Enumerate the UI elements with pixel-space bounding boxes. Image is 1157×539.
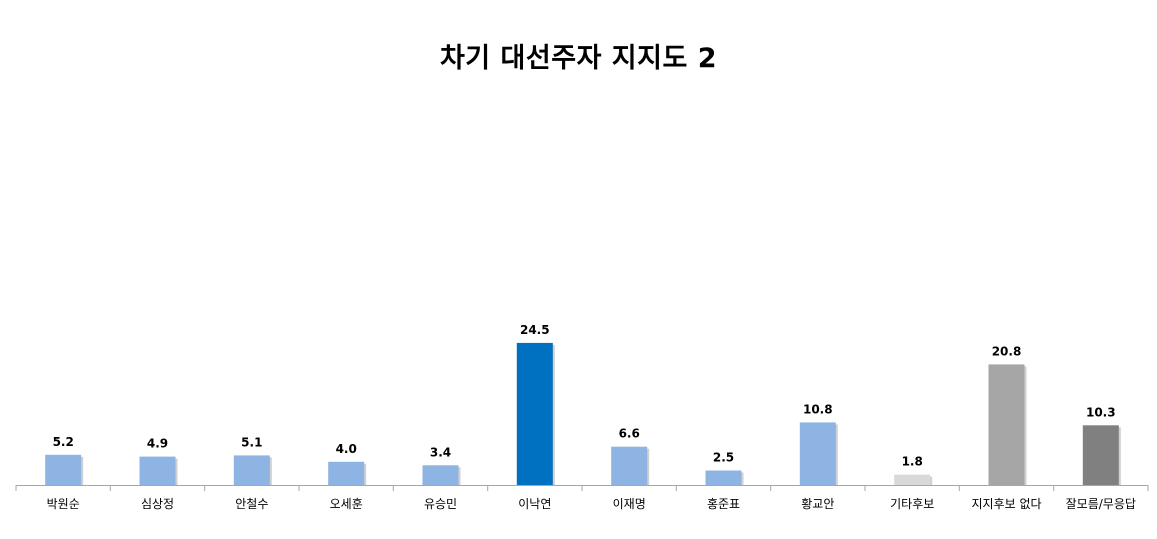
category-label: 심상정 <box>141 497 174 511</box>
bar-5 <box>422 465 459 485</box>
bar-6 <box>516 342 553 485</box>
value-label: 10.8 <box>803 402 833 416</box>
bar-9 <box>799 422 836 485</box>
category-label: 홍준표 <box>707 497 740 511</box>
value-label: 2.5 <box>713 451 734 465</box>
value-label: 10.3 <box>1086 405 1116 419</box>
bar-4 <box>328 461 365 485</box>
bar-1 <box>45 454 82 485</box>
bar-10 <box>894 474 931 485</box>
bar-3 <box>233 455 270 485</box>
value-label: 4.0 <box>336 442 357 456</box>
bar-11 <box>988 364 1025 485</box>
value-label: 1.8 <box>902 455 923 469</box>
value-label: 4.9 <box>147 437 168 451</box>
category-label: 기타후보 <box>890 497 934 511</box>
chart-title: 차기 대선주자 지지도 2 <box>439 43 718 74</box>
category-label: 박원순 <box>47 497 80 511</box>
category-label: 잘모름/무응답 <box>1066 497 1136 511</box>
category-label: 유승민 <box>424 497 457 511</box>
value-label: 24.5 <box>520 323 550 337</box>
value-label: 5.1 <box>241 435 262 449</box>
category-label: 이재명 <box>613 497 646 511</box>
category-label: 안철수 <box>235 497 268 511</box>
value-label: 5.2 <box>53 435 74 449</box>
value-label: 6.6 <box>619 427 640 441</box>
value-label: 3.4 <box>430 445 451 459</box>
bar-2 <box>139 456 176 485</box>
category-label: 이낙연 <box>518 497 551 511</box>
category-label: 지지후보 없다 <box>971 497 1041 511</box>
bar-8 <box>705 470 742 485</box>
bar-12 <box>1082 425 1119 485</box>
category-label: 오세훈 <box>330 497 363 511</box>
bar-7 <box>611 446 648 485</box>
category-label: 황교안 <box>801 497 834 511</box>
value-label: 20.8 <box>992 344 1022 358</box>
